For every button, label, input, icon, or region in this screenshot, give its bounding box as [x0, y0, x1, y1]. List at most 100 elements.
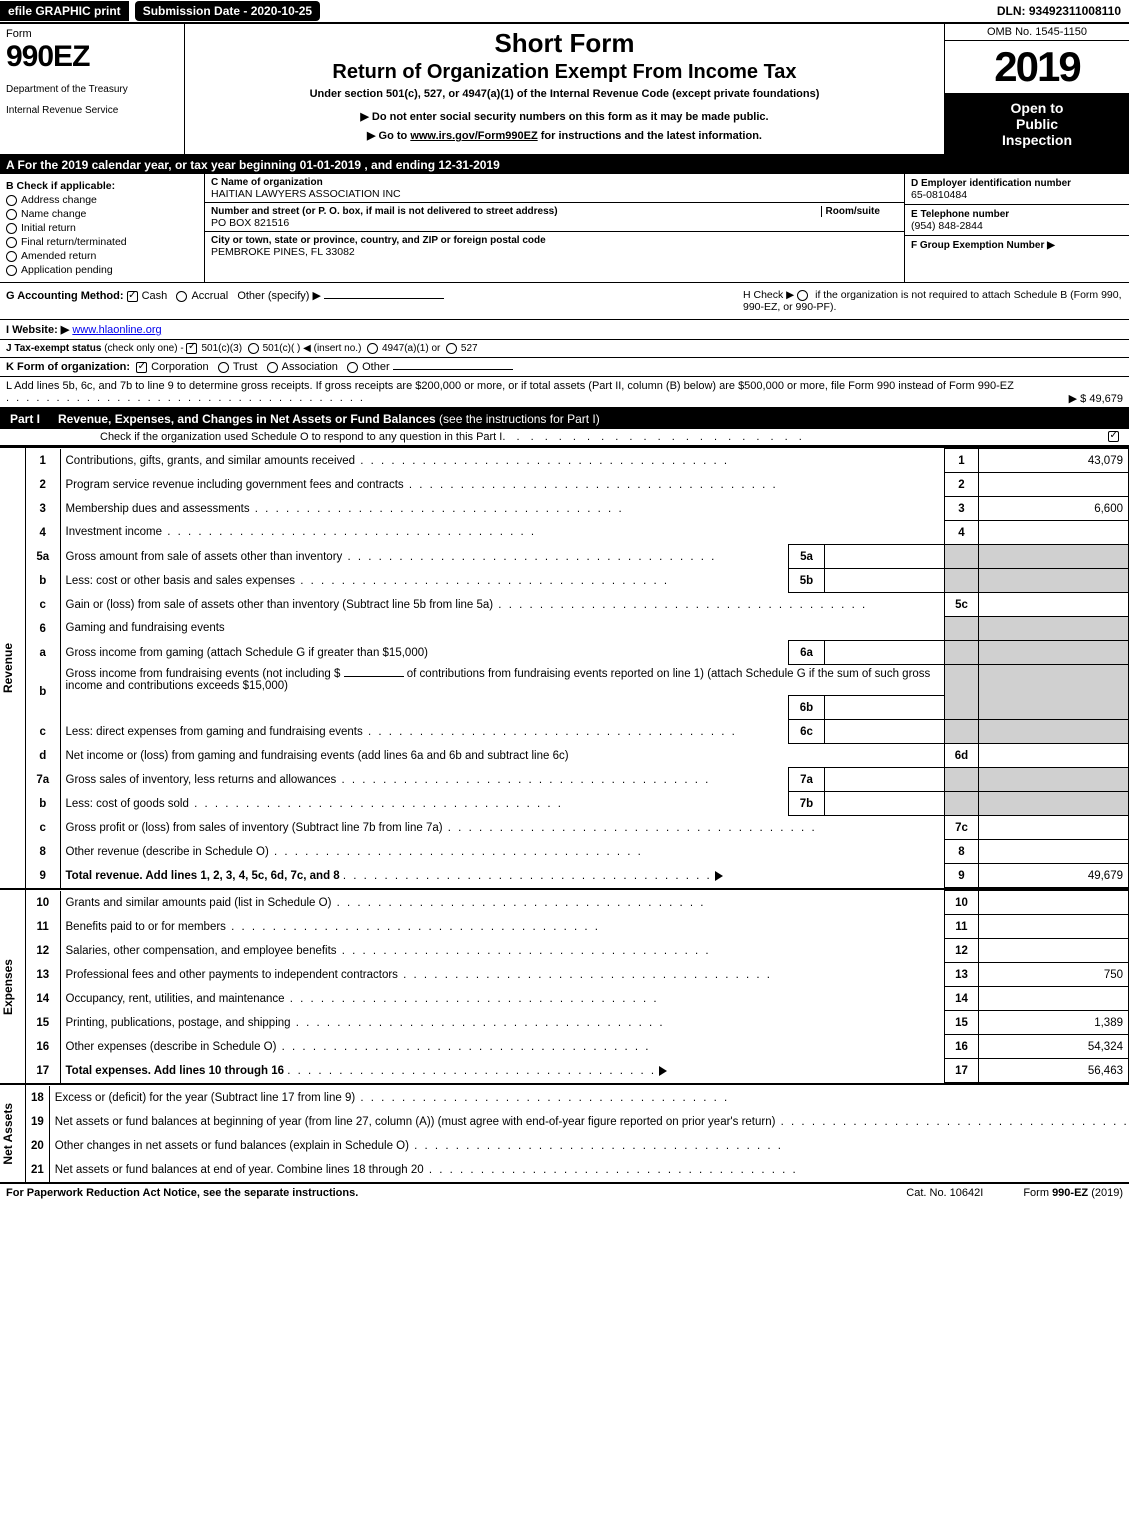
- footer-right-form: 990-EZ: [1052, 1187, 1088, 1199]
- chk-4947[interactable]: [367, 343, 378, 354]
- line-21: 21 Net assets or fund balances at end of…: [26, 1158, 1129, 1182]
- chk-schedule-o[interactable]: [1108, 431, 1119, 442]
- l18-num: 18: [26, 1086, 49, 1110]
- part-i-title-note: (see the instructions for Part I): [439, 412, 600, 426]
- l2-num: 2: [26, 473, 60, 497]
- l3-num: 3: [26, 497, 60, 521]
- line-9: 9 Total revenue. Add lines 1, 2, 3, 4, 5…: [26, 864, 1129, 888]
- chk-cash-label: Cash: [142, 290, 168, 302]
- l6b-d1: Gross income from fundraising events (no…: [66, 668, 341, 680]
- l9-rnum: 9: [945, 864, 979, 888]
- revenue-sidebar: Revenue: [0, 448, 26, 888]
- line-5b: b Less: cost or other basis and sales ex…: [26, 569, 1129, 593]
- website-link[interactable]: www.hlaonline.org: [72, 324, 161, 336]
- chk-501c3[interactable]: [186, 343, 197, 354]
- irs-link[interactable]: www.irs.gov/Form990EZ: [410, 130, 537, 142]
- chk-accrual[interactable]: [176, 291, 187, 302]
- chk-schedule-b[interactable]: [797, 290, 808, 301]
- l6-desc: Gaming and fundraising events: [60, 617, 945, 641]
- chk-association[interactable]: [267, 362, 278, 373]
- l7a-vshade: [979, 768, 1129, 792]
- other-specify-input[interactable]: [324, 298, 444, 299]
- l20-desc: Other changes in net assets or fund bala…: [49, 1134, 1129, 1158]
- efile-print-button[interactable]: efile GRAPHIC print: [0, 1, 129, 21]
- chk-corporation-label: Corporation: [151, 361, 208, 373]
- l8-value: [979, 840, 1129, 864]
- return-title: Return of Organization Exempt From Incom…: [193, 61, 936, 84]
- line-h: H Check ▶ if the organization is not req…: [743, 289, 1123, 313]
- l11-num: 11: [26, 915, 60, 939]
- line-17: 17 Total expenses. Add lines 10 through …: [26, 1059, 1129, 1083]
- chk-application-pending[interactable]: [6, 265, 17, 276]
- l6-rshade: [945, 617, 979, 641]
- org-address: PO BOX 821516: [211, 217, 289, 229]
- line-8: 8 Other revenue (describe in Schedule O)…: [26, 840, 1129, 864]
- line-6b: b Gross income from fundraising events (…: [26, 665, 1129, 696]
- l6b-vshade: [979, 665, 1129, 720]
- dots-icon: [343, 870, 712, 882]
- l6b-spacer: [60, 696, 789, 720]
- footer-right-pre: Form: [1023, 1187, 1052, 1199]
- triangle-icon: [715, 871, 723, 881]
- line-7c: c Gross profit or (loss) from sales of i…: [26, 816, 1129, 840]
- part-i-title: Revenue, Expenses, and Changes in Net As…: [58, 409, 1129, 429]
- l9-num: 9: [26, 864, 60, 888]
- chk-address-change[interactable]: [6, 195, 17, 206]
- inspect1: Open to: [949, 100, 1125, 116]
- l15-num: 15: [26, 1011, 60, 1035]
- line-4: 4 Investment income 4: [26, 521, 1129, 545]
- l6b-num: b: [26, 665, 60, 720]
- l11-rnum: 11: [945, 915, 979, 939]
- l6a-num: a: [26, 641, 60, 665]
- l11-value: [979, 915, 1129, 939]
- header-center: Short Form Return of Organization Exempt…: [185, 24, 944, 154]
- dots-icon: [287, 1065, 656, 1077]
- line-15: 15 Printing, publications, postage, and …: [26, 1011, 1129, 1035]
- l17-desc: Total expenses. Add lines 10 through 16: [60, 1059, 945, 1083]
- schedule-o-text: Check if the organization used Schedule …: [100, 431, 502, 443]
- l7b-subval: [825, 792, 945, 816]
- chk-initial-return[interactable]: [6, 223, 17, 234]
- chk-527[interactable]: [446, 343, 457, 354]
- chk-cash[interactable]: [127, 291, 138, 302]
- other-org-input[interactable]: [393, 369, 513, 370]
- l6c-rshade: [945, 720, 979, 744]
- chk-501c[interactable]: [248, 343, 259, 354]
- l6b-subval: [825, 696, 945, 720]
- l13-num: 13: [26, 963, 60, 987]
- revenue-table: 1 Contributions, gifts, grants, and simi…: [26, 448, 1129, 888]
- line-16: 16 Other expenses (describe in Schedule …: [26, 1035, 1129, 1059]
- l6b-amount-input[interactable]: [344, 676, 404, 677]
- chk-trust[interactable]: [218, 362, 229, 373]
- l5a-subnum: 5a: [789, 545, 825, 569]
- line-11: 11 Benefits paid to or for members 11: [26, 915, 1129, 939]
- l5b-vshade: [979, 569, 1129, 593]
- line-7b: b Less: cost of goods sold 7b: [26, 792, 1129, 816]
- l13-desc: Professional fees and other payments to …: [60, 963, 945, 987]
- l5a-vshade: [979, 545, 1129, 569]
- dots-icon: [6, 392, 365, 404]
- l5a-rshade: [945, 545, 979, 569]
- l7a-subnum: 7a: [789, 768, 825, 792]
- line-14: 14 Occupancy, rent, utilities, and maint…: [26, 987, 1129, 1011]
- chk-527-label: 527: [461, 343, 478, 354]
- chk-amended-return[interactable]: [6, 251, 17, 262]
- triangle-icon: [659, 1066, 667, 1076]
- chk-corporation[interactable]: [136, 362, 147, 373]
- short-form-title: Short Form: [193, 28, 936, 59]
- line-l-amount: ▶ $ 49,679: [1069, 392, 1123, 405]
- l6c-num: c: [26, 720, 60, 744]
- l18-desc: Excess or (deficit) for the year (Subtra…: [49, 1086, 1129, 1110]
- chk-final-return[interactable]: [6, 237, 17, 248]
- l19-num: 19: [26, 1110, 49, 1134]
- l5c-desc: Gain or (loss) from sale of assets other…: [60, 593, 945, 617]
- chk-name-change[interactable]: [6, 209, 17, 220]
- expenses-section: Expenses 10 Grants and similar amounts p…: [0, 888, 1129, 1083]
- chk-initial-return-label: Initial return: [21, 222, 76, 234]
- l13-rnum: 13: [945, 963, 979, 987]
- l6a-subval: [825, 641, 945, 665]
- box-c-label: C Name of organization: [211, 177, 323, 188]
- line-18: 18 Excess or (deficit) for the year (Sub…: [26, 1086, 1129, 1110]
- chk-other-org[interactable]: [347, 362, 358, 373]
- line-l-text: L Add lines 5b, 6c, and 7b to line 9 to …: [6, 380, 1014, 392]
